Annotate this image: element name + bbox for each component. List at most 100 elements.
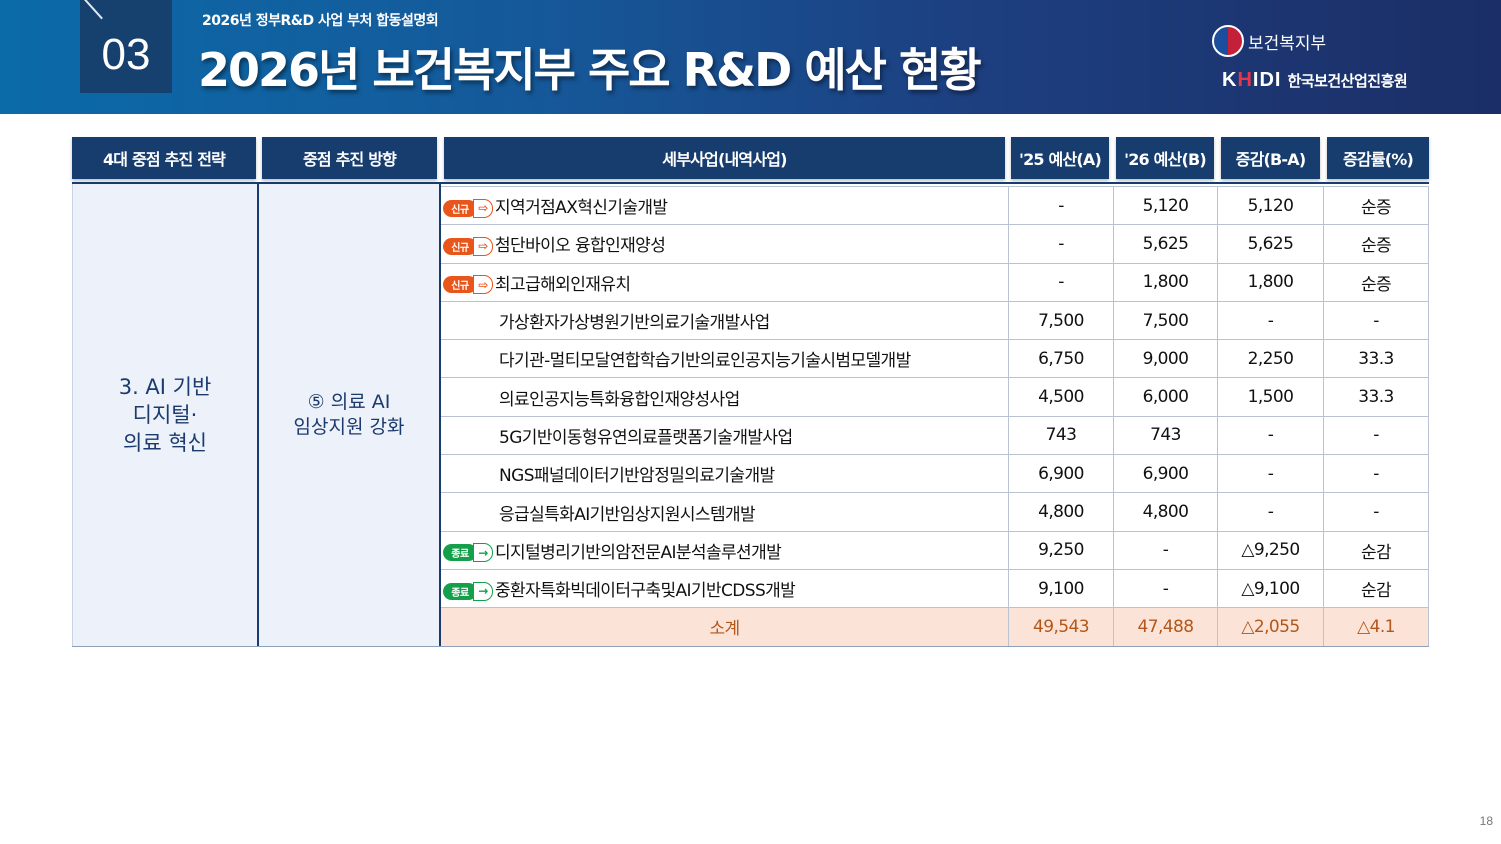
column-header-project: 세부사업(내역사업) [444,137,1005,179]
project-name-cell: 응급실특화AI기반임상지원시스템개발 [440,492,1009,532]
change-cell: 1,800 [1217,262,1324,302]
budget-2026-cell: 5,120 [1113,185,1218,226]
new-badge: 신규 ⇨ [443,275,493,295]
table-row: 신규 ⇨ 지역거점AX혁신기술개발 -5,120 5,120 순증 [440,185,1429,226]
strategy-line: 3. AI 기반 [118,375,212,399]
section-number: 03 [80,0,172,93]
budget-2025-cell: 9,100 [1008,568,1114,609]
project-name: NGS패널데이터기반암정밀의료기술개발 [499,466,775,487]
end-badge: 종료 → [443,543,493,563]
project-name: 지역거점AX혁신기술개발 [495,198,668,219]
direction-line: ⑤ 의료 AI [307,391,391,413]
end-badge: 종료 → [443,581,493,601]
column-header-change: 증감(B-A) [1221,137,1320,179]
project-name-cell: 의료인공지능특화융합인재양성사업 [440,377,1009,417]
project-name: 5G기반이동형유연의료플랫폼기술개발사업 [499,427,793,448]
project-name: 가상환자가상병원기반의료기술개발사업 [499,313,770,334]
ministry-name: 보건복지부 [1248,33,1327,54]
project-name-cell: 종료 → 디지털병리기반의암전문AI분석솔루션개발 [440,530,1009,570]
exit-arrow-icon: → [473,543,493,563]
table-left-border [72,184,73,647]
ministry-logo: 보건복지부 [1212,25,1326,57]
change-rate-cell: 순감 [1323,530,1429,570]
change-cell: - [1217,454,1324,494]
badge-label: 신규 [443,237,477,255]
subtotal-rate: △4.1 [1323,607,1429,647]
project-name: 디지털병리기반의암전문AI분석솔루션개발 [495,542,782,563]
change-cell: - [1217,415,1324,456]
budget-2025-cell: 7,500 [1008,300,1114,341]
budget-2025-cell: 6,750 [1008,339,1114,379]
table-row: 5G기반이동형유연의료플랫폼기술개발사업 743 743- - [440,415,1429,456]
strategy-cell: 3. AI 기반 디지털· 의료 혁신 [73,184,257,646]
table-row: 종료 → 중환자특화빅데이터구축및AI기반CDSS개발 9,100- △9,100 순감 [440,568,1429,609]
table-row: NGS패널데이터기반암정밀의료기술개발 6,900 6,900- - [440,454,1429,494]
change-rate-cell: - [1323,454,1429,494]
direction-line: 임상지원 강화 [293,416,405,438]
subtotal-budget-2025: 49,543 [1008,607,1114,647]
table-row: 신규 ⇨ 첨단바이오 융합인재양성 -5,625 5,625 순증 [440,224,1429,264]
enter-arrow-icon: ⇨ [473,198,493,218]
table-row: 종료 → 디지털병리기반의암전문AI분석솔루션개발 9,250- △9,250 순감 [440,530,1429,570]
badge-label: 종료 [443,582,477,600]
subtotal-row: 소계 49,543 47,488 △2,055 △4.1 [440,607,1429,647]
budget-2025-cell: 4,800 [1008,492,1114,532]
project-name: 최고급해외인재유치 [495,274,631,295]
table-row: 가상환자가상병원기반의료기술개발사업 7,500 7,500- - [440,300,1429,341]
project-name-cell: 종료 → 중환자특화빅데이터구축및AI기반CDSS개발 [440,568,1009,609]
new-badge: 신규 ⇨ [443,236,493,256]
enter-arrow-icon: ⇨ [473,236,493,256]
column-header-budget26: '26 예산(B) [1116,137,1214,179]
change-cell: △9,100 [1217,568,1324,609]
budget-2026-cell: - [1113,530,1218,570]
agency-name: 한국보건산업진흥원 [1287,72,1408,90]
project-name-cell: 가상환자가상병원기반의료기술개발사업 [440,300,1009,341]
table-row: 응급실특화AI기반임상지원시스템개발 4,800 4,800- - [440,492,1429,532]
project-name: 의료인공지능특화융합인재양성사업 [499,389,740,410]
budget-2025-cell: 743 [1008,415,1114,456]
subtotal-budget-2026: 47,488 [1113,607,1218,647]
badge-label: 신규 [443,276,477,294]
budget-table: 신규 ⇨ 지역거점AX혁신기술개발 -5,120 5,120 순증 신규 ⇨ 첨단바이오 융합인… [440,185,1429,647]
change-cell: 5,120 [1217,185,1324,226]
subtotal-change: △2,055 [1217,607,1324,647]
column-header-budget25: '25 예산(A) [1011,137,1109,179]
budget-2026-cell: 7,500 [1113,300,1218,341]
budget-2026-cell: 6,000 [1113,377,1218,417]
exit-arrow-icon: → [473,581,493,601]
change-rate-cell: - [1323,492,1429,532]
badge-label: 종료 [443,544,477,562]
change-rate-cell: - [1323,415,1429,456]
header-subtitle: 2026년 정부R&D 사업 부처 합동설명회 [202,13,439,29]
budget-2026-cell: 743 [1113,415,1218,456]
budget-2025-cell: 6,900 [1008,454,1114,494]
column-divider [257,184,259,647]
budget-2025-cell: 4,500 [1008,377,1114,417]
project-name: 응급실특화AI기반임상지원시스템개발 [499,504,756,525]
table-row: 신규 ⇨ 최고급해외인재유치 -1,800 1,800 순증 [440,262,1429,302]
change-rate-cell: 순증 [1323,224,1429,264]
direction-cell: ⑤ 의료 AI 임상지원 강화 [259,184,439,646]
project-name-cell: 5G기반이동형유연의료플랫폼기술개발사업 [440,415,1009,456]
budget-2025-cell: - [1008,224,1114,264]
project-name: 첨단바이오 융합인재양성 [495,236,666,257]
page-number: 18 [1479,814,1493,828]
header-divider [72,182,1429,184]
column-header-strategy: 4대 중점 추진 전략 [72,137,256,179]
khidi-mark: KHIDI [1222,69,1282,91]
change-cell: - [1217,300,1324,341]
badge-label: 신규 [443,199,477,217]
budget-2025-cell: 9,250 [1008,530,1114,570]
project-name-cell: NGS패널데이터기반암정밀의료기술개발 [440,454,1009,494]
budget-2025-cell: - [1008,262,1114,302]
table-row: 다기관-멀티모달연합학습기반의료인공지능기술시범모델개발 6,750 9,000 2,… [440,339,1429,379]
project-name-cell: 신규 ⇨ 첨단바이오 융합인재양성 [440,224,1009,264]
budget-2026-cell: 1,800 [1113,262,1218,302]
budget-2026-cell: 4,800 [1113,492,1218,532]
enter-arrow-icon: ⇨ [473,275,493,295]
table-bottom-border [72,646,1429,647]
budget-2026-cell: 6,900 [1113,454,1218,494]
agency-logo: KHIDI 한국보건산업진흥원 [1222,69,1408,92]
project-name-cell: 신규 ⇨ 최고급해외인재유치 [440,262,1009,302]
new-badge: 신규 ⇨ [443,198,493,218]
